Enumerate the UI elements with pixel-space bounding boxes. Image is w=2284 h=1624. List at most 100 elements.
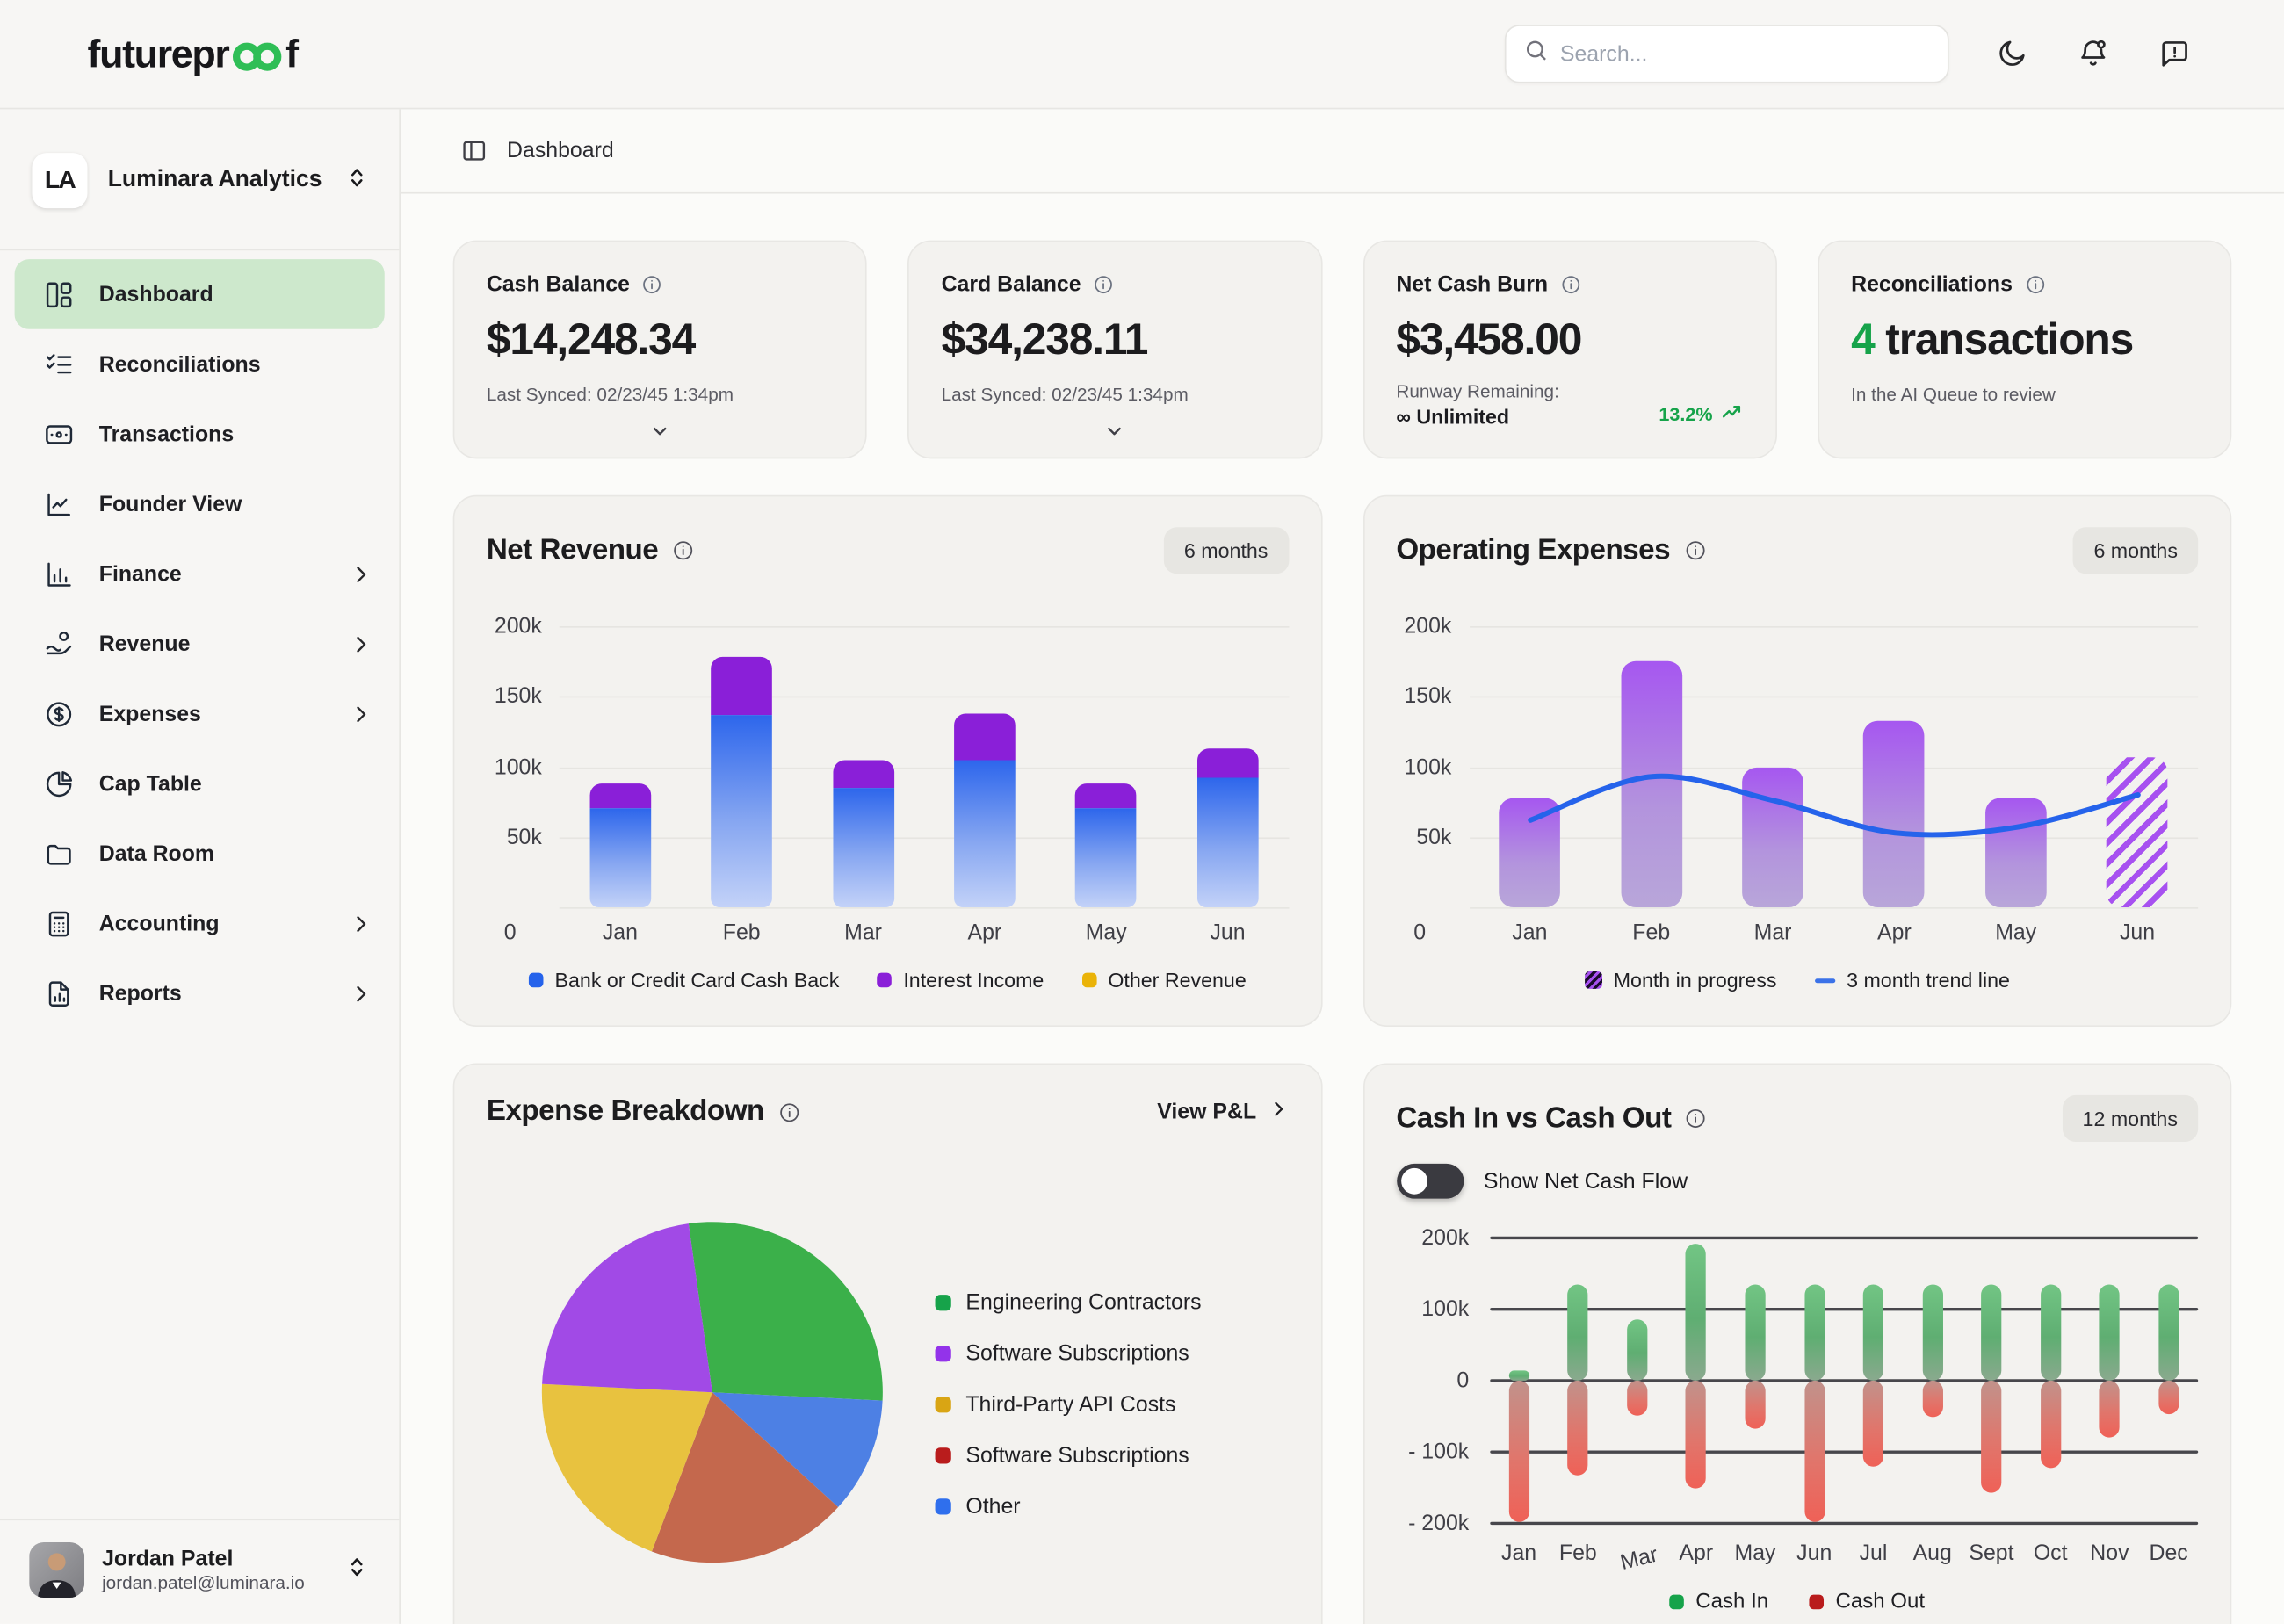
search-box[interactable]	[1504, 25, 1949, 83]
bar-slot-jan[interactable]	[560, 626, 681, 908]
info-icon[interactable]	[1684, 1107, 1708, 1130]
sidebar-item-revenue[interactable]: Revenue	[0, 609, 399, 679]
expense-bar[interactable]	[1499, 798, 1561, 908]
cash-back-segment[interactable]	[1075, 809, 1138, 908]
workspace-switcher[interactable]: LA Luminara Analytics	[0, 109, 399, 249]
bar-slot-jan[interactable]	[1469, 626, 1590, 908]
bar-slot-feb[interactable]	[1549, 1238, 1608, 1523]
feedback-button[interactable]	[2156, 35, 2194, 73]
bar-slot-mar[interactable]	[1712, 626, 1833, 908]
expense-bar[interactable]	[1620, 661, 1682, 908]
interest-income-segment[interactable]	[832, 760, 894, 789]
info-icon[interactable]	[641, 274, 663, 296]
cash-out-bar[interactable]	[1567, 1380, 1588, 1476]
cash-in-bar[interactable]	[2099, 1284, 2121, 1381]
cash-out-bar[interactable]	[1686, 1380, 1707, 1488]
cash-out-bar[interactable]	[2040, 1380, 2061, 1469]
cash-in-bar[interactable]	[1803, 1284, 1825, 1381]
bar-slot-jun[interactable]	[1785, 1238, 1844, 1523]
bar-slot-jan[interactable]	[1489, 1238, 1548, 1523]
pie-slice[interactable]	[651, 1392, 839, 1563]
bar-slot-may[interactable]	[1725, 1238, 1784, 1523]
sidebar-item-expenses[interactable]: Expenses	[0, 679, 399, 749]
cash-in-bar[interactable]	[1567, 1284, 1588, 1381]
sidebar-item-cap-table[interactable]: Cap Table	[0, 748, 399, 819]
interest-income-segment[interactable]	[589, 783, 651, 810]
info-icon[interactable]	[1093, 274, 1115, 296]
bar-slot-apr[interactable]	[1833, 626, 1955, 908]
month-in-progress-bar[interactable]	[2107, 756, 2168, 908]
interest-income-segment[interactable]	[954, 713, 1016, 761]
pie-slice[interactable]	[712, 1392, 883, 1508]
pie-slice[interactable]	[541, 1383, 712, 1552]
cash-in-bar[interactable]	[2158, 1284, 2179, 1381]
bar-slot-mar[interactable]	[1608, 1238, 1666, 1523]
cash-back-segment[interactable]	[711, 714, 773, 908]
expand-chevron-down-icon[interactable]	[1103, 420, 1127, 451]
period-badge[interactable]: 12 months	[2062, 1094, 2199, 1142]
cash-in-bar[interactable]	[1686, 1243, 1707, 1381]
bar-slot-apr[interactable]	[924, 626, 1045, 908]
sidebar-item-founder-view[interactable]: Founder View	[0, 469, 399, 539]
expand-chevron-down-icon[interactable]	[648, 420, 672, 451]
cash-out-bar[interactable]	[1922, 1380, 1943, 1417]
period-badge[interactable]: 6 months	[2073, 527, 2199, 574]
bar-slot-mar[interactable]	[802, 626, 923, 908]
bar-slot-may[interactable]	[1045, 626, 1167, 908]
sidebar-item-transactions[interactable]: Transactions	[0, 399, 399, 469]
cash-out-bar[interactable]	[1803, 1380, 1825, 1522]
panel-left-icon[interactable]	[460, 137, 488, 165]
pie-slice[interactable]	[688, 1222, 883, 1401]
info-icon[interactable]	[1559, 274, 1581, 296]
cash-in-bar[interactable]	[1508, 1369, 1529, 1381]
info-icon[interactable]	[1683, 539, 1707, 563]
search-input[interactable]	[1559, 41, 1931, 67]
bar-slot-nov[interactable]	[2080, 1238, 2139, 1523]
cash-back-segment[interactable]	[832, 788, 894, 908]
cash-out-bar[interactable]	[1745, 1380, 1766, 1430]
bar-slot-jun[interactable]	[2077, 626, 2198, 908]
cash-in-bar[interactable]	[1922, 1284, 1943, 1381]
sidebar-item-dashboard[interactable]: Dashboard	[14, 259, 385, 329]
bar-slot-oct[interactable]	[2021, 1238, 2080, 1523]
net-cash-flow-toggle[interactable]	[1396, 1163, 1464, 1199]
sidebar-item-data-room[interactable]: Data Room	[0, 819, 399, 889]
expense-bar[interactable]	[1863, 720, 1926, 908]
cash-in-bar[interactable]	[2040, 1284, 2061, 1381]
bar-slot-sept[interactable]	[1962, 1238, 2020, 1523]
cash-in-bar[interactable]	[1626, 1319, 1648, 1381]
bar-slot-may[interactable]	[1955, 626, 2077, 908]
sidebar-item-finance[interactable]: Finance	[0, 539, 399, 610]
bar-slot-feb[interactable]	[1591, 626, 1712, 908]
interest-income-segment[interactable]	[711, 657, 773, 715]
cash-back-segment[interactable]	[589, 809, 651, 908]
interest-income-segment[interactable]	[1075, 783, 1138, 810]
cash-back-segment[interactable]	[954, 760, 1016, 908]
cash-in-bar[interactable]	[1981, 1284, 2002, 1381]
user-menu[interactable]: Jordan Patel jordan.patel@luminara.io	[0, 1519, 400, 1623]
interest-income-segment[interactable]	[1196, 748, 1259, 778]
bar-slot-feb[interactable]	[681, 626, 802, 908]
cash-out-bar[interactable]	[1981, 1380, 2002, 1494]
pie-slice[interactable]	[542, 1223, 712, 1393]
cash-out-bar[interactable]	[2099, 1380, 2121, 1438]
sidebar-item-reconciliations[interactable]: Reconciliations	[0, 329, 399, 400]
bar-slot-apr[interactable]	[1666, 1238, 1725, 1523]
info-icon[interactable]	[777, 1101, 801, 1124]
period-badge[interactable]: 6 months	[1163, 527, 1289, 574]
bar-slot-dec[interactable]	[2139, 1238, 2198, 1523]
expense-bar[interactable]	[1742, 767, 1803, 908]
cash-back-segment[interactable]	[1196, 777, 1259, 908]
cash-out-bar[interactable]	[1626, 1380, 1648, 1415]
dark-mode-toggle-button[interactable]	[1992, 35, 2030, 73]
bar-slot-aug[interactable]	[1903, 1238, 1962, 1523]
expense-bar[interactable]	[1984, 798, 2047, 908]
cash-out-bar[interactable]	[1862, 1380, 1884, 1467]
sidebar-item-accounting[interactable]: Accounting	[0, 888, 399, 958]
cash-out-bar[interactable]	[1508, 1380, 1529, 1522]
view-pnl-link[interactable]: View P&L	[1157, 1098, 1288, 1126]
cash-in-bar[interactable]	[1862, 1284, 1884, 1381]
sidebar-item-reports[interactable]: Reports	[0, 958, 399, 1029]
notifications-button[interactable]	[2074, 35, 2112, 73]
info-icon[interactable]	[2024, 274, 2046, 296]
